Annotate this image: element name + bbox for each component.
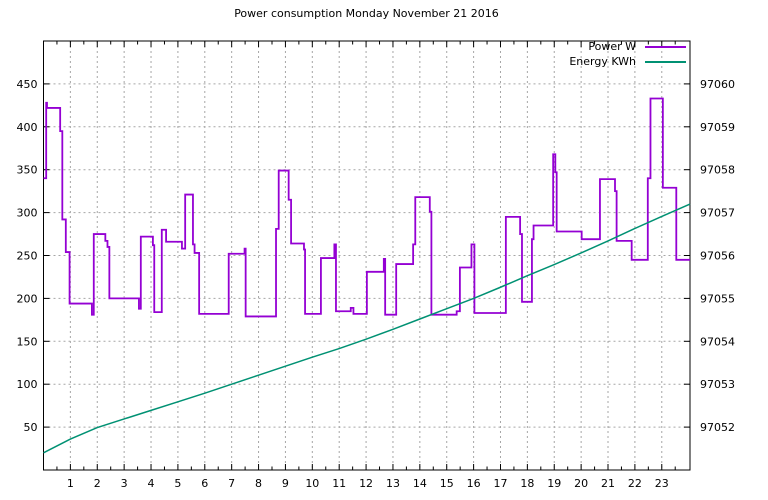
left-tick-label: 450 [17,78,38,91]
right-tick-label: 97056 [700,250,735,263]
right-tick-label: 97055 [700,292,735,305]
power-series-line [43,97,690,318]
x-tick-label: 19 [547,477,561,490]
x-tick-label: 17 [493,477,507,490]
x-tick-label: 14 [413,477,427,490]
x-tick-label: 22 [628,477,642,490]
left-tick-label: 400 [17,121,38,134]
right-tick-label: 97059 [700,121,735,134]
x-tick-label: 20 [574,477,588,490]
legend-item-power: Power W [588,39,686,54]
x-tick-label: 8 [255,477,262,490]
legend-label-energy: Energy KWh [569,55,636,68]
left-tick-label: 250 [17,250,38,263]
x-tick-label: 7 [228,477,235,490]
left-tick-label: 350 [17,164,38,177]
x-tick-label: 18 [520,477,534,490]
right-tick-label: 97053 [700,378,735,391]
right-tick-label: 97058 [700,164,735,177]
left-tick-label: 100 [17,378,38,391]
right-tick-label: 97057 [700,207,735,220]
x-tick-label: 10 [305,477,319,490]
energy-line-sample-icon [645,60,686,63]
x-tick-label: 6 [201,477,208,490]
legend-item-energy: Energy KWh [569,54,686,69]
left-tick-label: 300 [17,207,38,220]
x-tick-label: 16 [467,477,481,490]
energy-series-line [43,203,691,454]
x-tick-label: 3 [121,477,128,490]
x-tick-label: 11 [332,477,346,490]
legend: Power W Energy KWh [569,39,686,69]
right-tick-label: 97054 [700,335,735,348]
x-tick-label: 1 [67,477,74,490]
legend-label-power: Power W [588,40,636,53]
right-tick-label: 97052 [700,421,735,434]
x-tick-label: 15 [440,477,454,490]
x-tick-label: 21 [601,477,615,490]
x-tick-label: 23 [655,477,669,490]
left-tick-label: 150 [17,335,38,348]
power-line-sample-icon [645,45,686,48]
x-tick-label: 13 [386,477,400,490]
x-tick-label: 9 [282,477,289,490]
right-tick-label: 97060 [700,78,735,91]
left-tick-label: 50 [24,421,38,434]
x-tick-label: 5 [174,477,181,490]
chart-title: Power consumption Monday November 21 201… [234,7,499,20]
x-tick-label: 4 [148,477,155,490]
x-tick-label: 12 [359,477,373,490]
left-tick-label: 200 [17,292,38,305]
x-tick-label: 2 [94,477,101,490]
